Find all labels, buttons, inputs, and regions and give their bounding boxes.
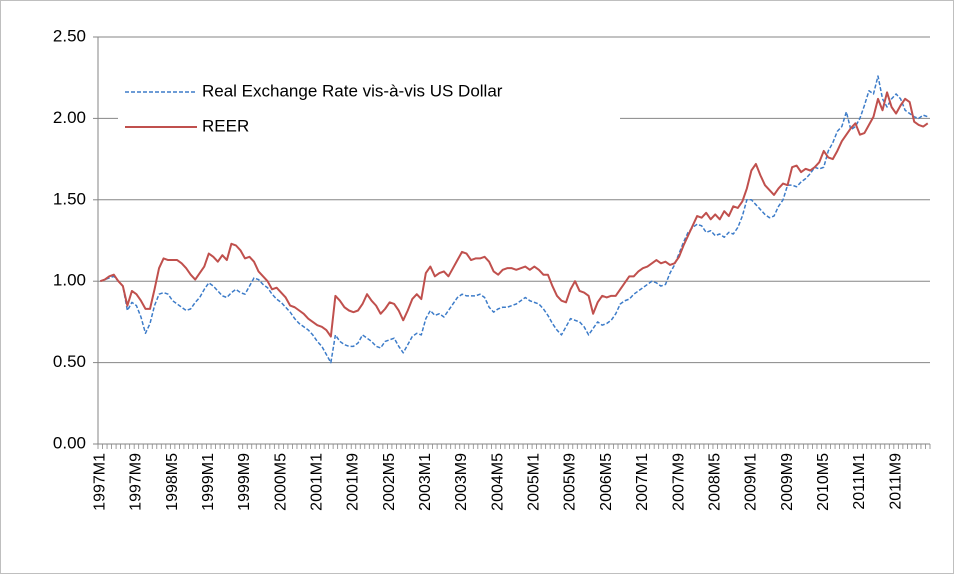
y-tick-label: 2.50 [53,26,86,45]
x-tick-label: 1999M9 [236,453,253,511]
x-tick-label: 2006M5 [598,453,615,511]
x-tick-label: 2001M1 [309,453,326,511]
axes: 0.00 0.50 1.00 1.50 2.00 2.50 1997M1 1997M9 1998… [53,26,931,511]
x-tick-label: 1999M1 [200,453,217,511]
series-line [100,75,928,364]
legend-box [118,70,620,148]
y-tick-label: 1.50 [53,189,86,208]
x-tick-label: 2001M9 [345,453,362,511]
x-tick-label: 2004M5 [489,453,506,511]
y-tick-label: 2.00 [53,108,86,127]
x-tick-label: 2011M1 [851,453,868,510]
x-tick-label: 2010M5 [815,453,832,511]
x-tick-label: 2003M1 [417,453,434,511]
x-tick-label: 2007M1 [634,453,651,511]
x-tick-label: 2007M9 [670,453,687,511]
x-tick-label: 2002M5 [381,453,398,511]
y-tick-label: 1.00 [53,271,86,290]
x-tick-label: 2005M9 [562,453,579,511]
x-tick-label: 2011M9 [887,453,904,510]
x-tick-label: 2000M5 [272,453,289,511]
legend-label: REER [202,116,249,135]
x-tick-label: 2008M5 [706,453,723,511]
legend-label: Real Exchange Rate vis-à-vis US Dollar [202,81,503,100]
x-tick-label: 1997M9 [128,453,145,511]
x-tick-label: 2003M9 [453,453,470,511]
x-tick-label: 1998M5 [164,453,181,511]
y-tick-label: 0.00 [53,433,86,452]
x-tick-label: 1997M1 [91,453,108,511]
x-tick-label: 2009M9 [779,453,796,511]
x-tick-label: 2009M1 [743,453,760,511]
x-tick-label: 2005M1 [526,453,543,511]
legend: Real Exchange Rate vis-à-vis US Dollar RE… [118,70,620,148]
lines [99,75,929,364]
grid [98,36,930,364]
y-tick-label: 0.50 [53,352,86,371]
series-line [99,91,929,338]
